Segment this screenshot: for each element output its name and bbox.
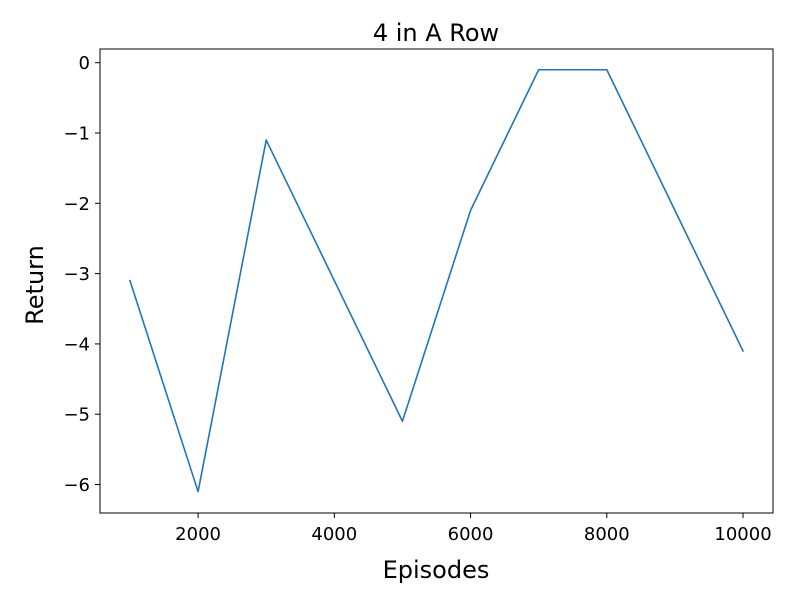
y-tick-label: −4 — [63, 334, 90, 355]
y-tick-label: −3 — [63, 264, 90, 285]
x-tick-label: 10000 — [714, 524, 771, 545]
chart-title: 4 in A Row — [373, 19, 499, 47]
y-tick-label: 0 — [79, 53, 90, 74]
x-axis-label: Episodes — [383, 556, 490, 584]
data-point-0-1 — [197, 491, 199, 493]
x-tick-label: 4000 — [311, 524, 357, 545]
x-tick-label: 2000 — [175, 524, 221, 545]
x-tick-label: 6000 — [448, 524, 494, 545]
y-tick-label: −6 — [63, 475, 90, 496]
data-point-0-3 — [334, 280, 336, 282]
y-axis-label: Return — [21, 245, 49, 325]
data-point-0-6 — [538, 69, 540, 71]
data-point-0-5 — [470, 210, 472, 212]
data-point-0-0 — [129, 280, 131, 282]
data-point-0-4 — [402, 420, 404, 422]
y-tick-label: −2 — [63, 194, 90, 215]
y-tick-label: −5 — [63, 405, 90, 426]
x-tick-label: 8000 — [584, 524, 630, 545]
plot-frame — [99, 48, 774, 514]
y-tick-label: −1 — [63, 124, 90, 145]
data-point-0-8 — [674, 210, 676, 212]
series-line-0 — [128, 68, 745, 493]
data-point-0-7 — [606, 69, 608, 71]
data-point-0-9 — [742, 350, 744, 352]
data-point-0-2 — [265, 139, 267, 141]
